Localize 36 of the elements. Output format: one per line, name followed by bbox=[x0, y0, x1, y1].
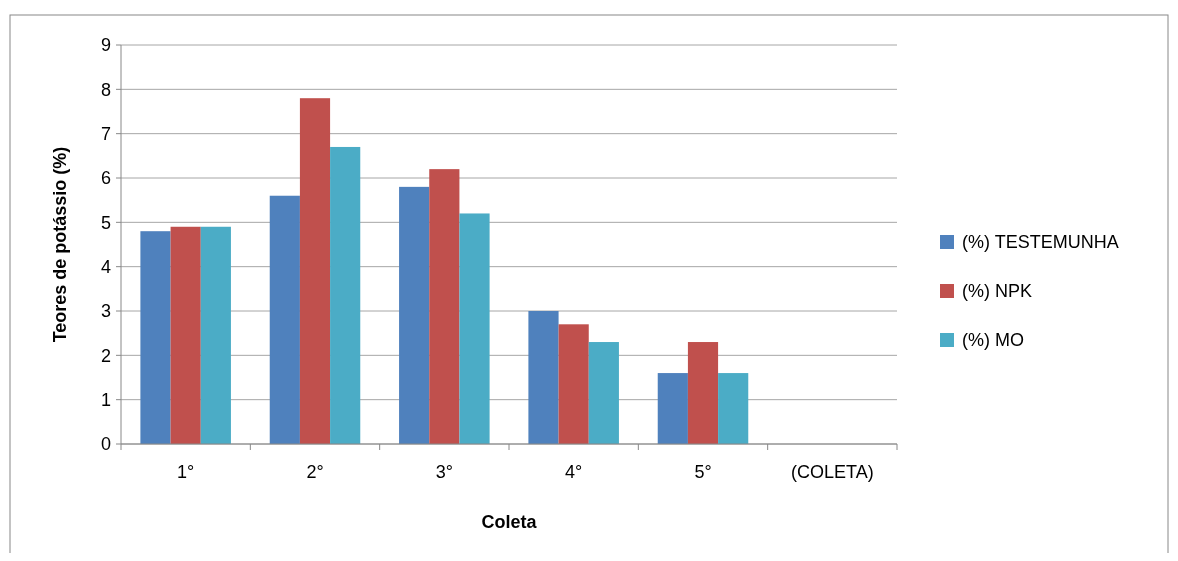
legend-label: (%) TESTEMUNHA bbox=[962, 232, 1119, 253]
bar bbox=[718, 373, 749, 444]
y-tick-label: 9 bbox=[100, 35, 111, 56]
legend-label: (%) MO bbox=[962, 330, 1024, 351]
y-tick-label: 1 bbox=[100, 389, 111, 410]
y-tick-label: 6 bbox=[100, 168, 111, 189]
bar bbox=[170, 226, 201, 444]
x-tick-label: 4° bbox=[565, 462, 583, 482]
bar bbox=[140, 231, 171, 444]
bar bbox=[558, 324, 589, 444]
bar bbox=[687, 342, 719, 444]
bar bbox=[429, 169, 460, 444]
x-tick-label: 3° bbox=[435, 462, 453, 482]
y-tick-label: 3 bbox=[100, 301, 111, 322]
x-tick-label: (COLETA) bbox=[791, 462, 874, 482]
y-tick-label: 0 bbox=[100, 434, 111, 455]
bar bbox=[299, 98, 331, 444]
bar bbox=[528, 311, 559, 444]
y-axis-title: Teores de potássio (%) bbox=[50, 146, 70, 343]
y-tick-label: 8 bbox=[100, 79, 111, 100]
y-tick-label: 7 bbox=[100, 123, 111, 144]
y-tick-label: 4 bbox=[100, 256, 111, 277]
bar bbox=[269, 195, 300, 444]
x-axis-title: Coleta bbox=[481, 512, 538, 532]
bar bbox=[399, 186, 430, 444]
y-tick-label: 5 bbox=[100, 212, 111, 233]
bar bbox=[200, 226, 231, 444]
bar bbox=[657, 373, 688, 444]
legend-label: (%) NPK bbox=[962, 281, 1033, 302]
x-tick-label: 1° bbox=[177, 462, 195, 482]
bar bbox=[459, 213, 490, 444]
y-tick-label: 2 bbox=[100, 345, 111, 366]
bar bbox=[330, 146, 361, 444]
bar bbox=[588, 342, 619, 444]
x-tick-label: 5° bbox=[694, 462, 712, 482]
x-tick-label: 2° bbox=[306, 462, 324, 482]
